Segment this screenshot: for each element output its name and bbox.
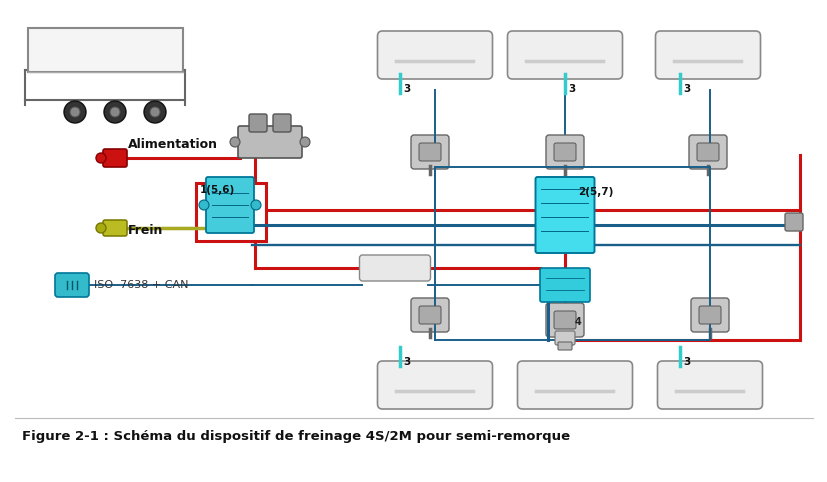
Circle shape: [230, 137, 240, 147]
Text: 3: 3: [403, 84, 409, 94]
FancyBboxPatch shape: [359, 255, 430, 281]
Circle shape: [96, 153, 106, 163]
FancyBboxPatch shape: [698, 306, 720, 324]
Text: 2(5,7): 2(5,7): [577, 187, 613, 197]
FancyBboxPatch shape: [554, 331, 574, 345]
FancyBboxPatch shape: [418, 306, 441, 324]
FancyBboxPatch shape: [655, 31, 759, 79]
Bar: [28, 28, 183, 72]
Text: 4: 4: [574, 317, 581, 327]
Circle shape: [104, 101, 126, 123]
Circle shape: [110, 107, 120, 117]
Text: 3: 3: [682, 84, 690, 94]
FancyBboxPatch shape: [696, 143, 718, 161]
FancyBboxPatch shape: [273, 114, 290, 132]
FancyBboxPatch shape: [657, 361, 762, 409]
FancyBboxPatch shape: [784, 213, 802, 231]
Circle shape: [96, 223, 106, 233]
FancyBboxPatch shape: [539, 268, 590, 302]
Text: 3: 3: [682, 357, 690, 367]
FancyBboxPatch shape: [517, 361, 632, 409]
Circle shape: [64, 101, 86, 123]
Text: ISO  7638 + CAN: ISO 7638 + CAN: [94, 280, 189, 290]
Bar: [196, 183, 265, 241]
Text: 3: 3: [567, 84, 575, 94]
FancyBboxPatch shape: [535, 177, 594, 253]
FancyBboxPatch shape: [377, 361, 492, 409]
FancyBboxPatch shape: [103, 220, 127, 236]
FancyBboxPatch shape: [206, 177, 254, 233]
FancyBboxPatch shape: [553, 311, 576, 329]
Text: 1(5,6): 1(5,6): [200, 185, 235, 195]
Circle shape: [299, 137, 309, 147]
FancyBboxPatch shape: [410, 135, 448, 169]
FancyBboxPatch shape: [553, 143, 576, 161]
Circle shape: [150, 107, 160, 117]
Circle shape: [251, 200, 261, 210]
FancyBboxPatch shape: [249, 114, 266, 132]
Text: Alimentation: Alimentation: [128, 138, 218, 151]
Circle shape: [198, 200, 208, 210]
FancyBboxPatch shape: [507, 31, 622, 79]
FancyBboxPatch shape: [237, 126, 302, 158]
FancyBboxPatch shape: [545, 135, 583, 169]
Text: Figure 2-1 : Schéma du dispositif de freinage 4S/2M pour semi-remorque: Figure 2-1 : Schéma du dispositif de fre…: [22, 430, 570, 443]
FancyBboxPatch shape: [545, 303, 583, 337]
FancyBboxPatch shape: [377, 31, 492, 79]
FancyBboxPatch shape: [557, 342, 571, 350]
Text: Frein: Frein: [128, 224, 163, 237]
Circle shape: [70, 107, 80, 117]
FancyBboxPatch shape: [418, 143, 441, 161]
Text: 3: 3: [403, 357, 409, 367]
FancyBboxPatch shape: [688, 135, 726, 169]
FancyBboxPatch shape: [55, 273, 88, 297]
FancyBboxPatch shape: [103, 149, 127, 167]
FancyBboxPatch shape: [691, 298, 728, 332]
Circle shape: [144, 101, 165, 123]
FancyBboxPatch shape: [410, 298, 448, 332]
